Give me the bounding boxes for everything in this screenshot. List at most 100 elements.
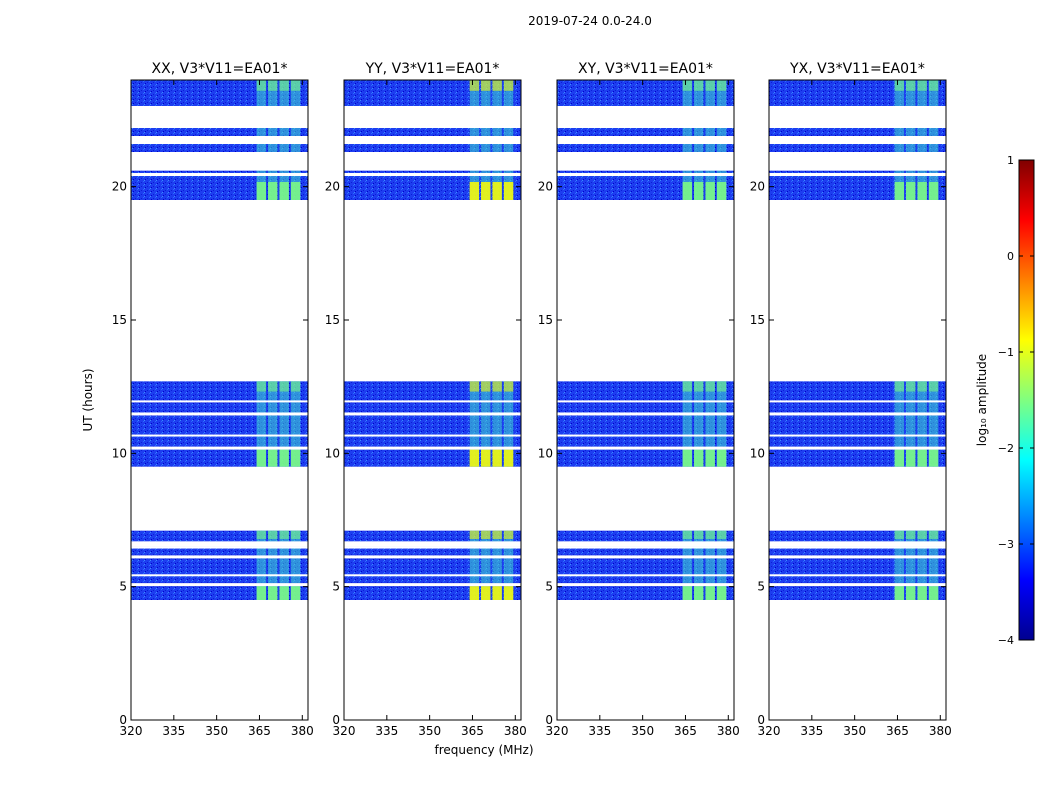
flag-gap: [131, 574, 308, 577]
data-block: [344, 381, 521, 467]
rfi-patch: [716, 381, 727, 392]
panel-title: YX, V3*V11=EA01*: [789, 61, 925, 77]
flag-gap: [557, 173, 734, 176]
y-tick-label: 10: [112, 446, 127, 460]
x-tick-label: 335: [375, 724, 398, 738]
flag-gap: [769, 574, 946, 577]
rfi-stripe: [503, 381, 514, 467]
rfi-patch: [682, 381, 693, 392]
flag-gap: [769, 583, 946, 587]
flag-gap: [131, 412, 308, 416]
rfi-patch: [481, 530, 491, 539]
flag-gap: [344, 574, 521, 577]
panel-title: XY, V3*V11=EA01*: [578, 61, 713, 77]
y-tick-label: 5: [757, 580, 765, 594]
colorbar-tick-label: −1: [998, 346, 1014, 359]
y-tick-label: 10: [325, 446, 340, 460]
rfi-patch: [481, 381, 491, 392]
rfi-patch: [469, 182, 480, 200]
rfi-patch: [694, 182, 704, 200]
flag-gap: [131, 434, 308, 437]
flag-gap: [769, 555, 946, 559]
rfi-patch: [279, 586, 289, 600]
flag-gap: [131, 583, 308, 587]
rfi-patch: [279, 80, 289, 91]
rfi-patch: [469, 449, 480, 467]
y-tick-label: 15: [750, 313, 765, 327]
flag-gap: [769, 400, 946, 403]
rfi-stripe: [492, 381, 502, 467]
flag-gap: [344, 136, 521, 144]
rfi-patch: [906, 586, 916, 600]
rfi-patch: [256, 80, 267, 91]
rfi-stripe: [906, 530, 916, 600]
axes-frame: [343, 79, 522, 721]
rfi-stripe: [906, 381, 916, 467]
flag-gap: [131, 546, 308, 549]
rfi-stripe: [469, 530, 480, 600]
rfi-patch: [481, 182, 491, 200]
rfi-patch: [492, 586, 502, 600]
flag-gap: [131, 152, 308, 171]
y-tick-label: 0: [119, 713, 127, 727]
rfi-patch: [503, 182, 514, 200]
rfi-patch: [492, 182, 502, 200]
flag-gap: [557, 583, 734, 587]
rfi-stripe: [917, 381, 927, 467]
y-tick-label: 20: [750, 180, 765, 194]
rfi-stripe: [716, 381, 727, 467]
rfi-stripe: [256, 530, 267, 600]
y-tick-label: 15: [325, 313, 340, 327]
axes-frame: [130, 79, 309, 721]
x-tick-label: 320: [546, 724, 569, 738]
rfi-patch: [716, 586, 727, 600]
rfi-patch: [694, 586, 704, 600]
y-tick-label: 5: [119, 580, 127, 594]
rfi-patch: [705, 80, 715, 91]
flag-gap: [769, 546, 946, 549]
panel-title: YY, V3*V11=EA01*: [365, 61, 500, 77]
rfi-patch: [279, 381, 289, 392]
flag-gap: [344, 173, 521, 176]
rfi-patch: [917, 182, 927, 200]
flag-gap: [344, 583, 521, 587]
rfi-stripe: [268, 530, 278, 600]
rfi-patch: [469, 80, 480, 91]
rfi-patch: [268, 586, 278, 600]
rfi-patch: [481, 586, 491, 600]
colorbar-tick-label: −3: [998, 538, 1014, 551]
rfi-patch: [268, 80, 278, 91]
y-tick-label: 20: [325, 180, 340, 194]
rfi-patch: [928, 530, 939, 539]
rfi-patch: [682, 586, 693, 600]
rfi-stripe: [716, 530, 727, 600]
flag-gap: [344, 541, 521, 547]
rfi-patch: [503, 530, 514, 539]
rfi-patch: [469, 586, 480, 600]
panel-3: XY, V3*V11=EA01* 320 335 350 365 380 0 5 10 15 20: [538, 61, 740, 738]
x-tick-label: 380: [717, 724, 740, 738]
x-tick-label: 335: [800, 724, 823, 738]
flag-gap: [557, 136, 734, 144]
x-tick-label: 380: [291, 724, 314, 738]
rfi-patch: [290, 449, 301, 467]
rfi-patch: [682, 182, 693, 200]
rfi-patch: [917, 530, 927, 539]
rfi-stripe: [705, 381, 715, 467]
rfi-stripe: [481, 530, 491, 600]
panel-2: YY, V3*V11=EA01* 320 335 350 365 380 0 5 10 15 20: [325, 61, 527, 738]
flag-gap: [344, 434, 521, 437]
rfi-patch: [917, 586, 927, 600]
rfi-patch: [682, 80, 693, 91]
flag-gap: [344, 546, 521, 549]
rfi-patch: [290, 80, 301, 91]
x-tick-label: 365: [886, 724, 909, 738]
rfi-stripe: [290, 530, 301, 600]
rfi-patch: [492, 381, 502, 392]
x-tick-label: 380: [504, 724, 527, 738]
flag-gap: [557, 412, 734, 416]
flag-gap: [769, 136, 946, 144]
x-tick-label: 365: [674, 724, 697, 738]
x-tick-label: 320: [333, 724, 356, 738]
rfi-patch: [268, 182, 278, 200]
